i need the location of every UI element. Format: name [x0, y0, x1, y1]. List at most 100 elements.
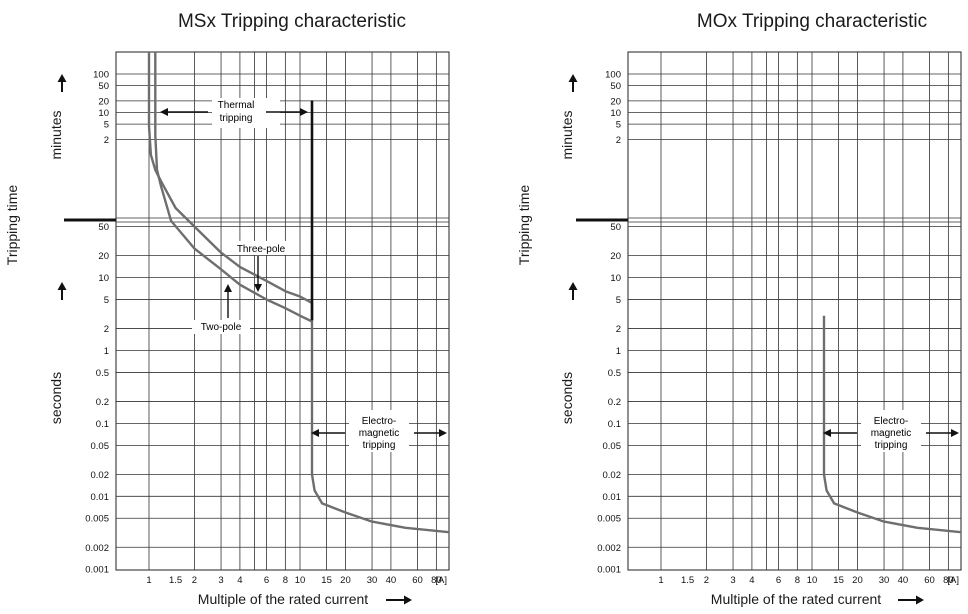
y-tick-label-minutes: 5 [104, 120, 109, 131]
x-tick-label: 1.5 [681, 575, 694, 586]
x-tick-label: 3 [218, 575, 223, 586]
y-tick-label-seconds: 50 [98, 222, 109, 233]
y-tick-label-seconds: 5 [616, 295, 621, 306]
y-tick-label-seconds: 0.02 [603, 470, 622, 481]
chart-title: MOx Tripping characteristic [697, 11, 927, 32]
annotation-two-pole-bg [192, 320, 250, 334]
electro-arrow-left-head [311, 429, 319, 437]
x-axis-arrow-head [404, 595, 412, 605]
x-tick-label: 2 [192, 575, 197, 586]
thermal-arrow-right-head [300, 108, 308, 116]
three-pole-arrow-head [254, 284, 262, 292]
y-tick-label-seconds: 50 [610, 222, 621, 233]
y-axis-label: Tripping time [4, 185, 20, 266]
annotation-electro-line3: tripping [363, 440, 396, 451]
y-tick-label-seconds: 0.02 [91, 470, 110, 481]
annotation-thermal-line1: Thermal [218, 100, 255, 111]
y-tick-label-minutes: 20 [98, 96, 109, 107]
minutes-label: minutes [48, 110, 64, 159]
annotation-electro-line3: tripping [875, 440, 908, 451]
x-tick-label: 30 [879, 575, 890, 586]
y-tick-label-seconds: 1 [104, 346, 109, 357]
y-tick-label-minutes: 10 [610, 108, 621, 119]
x-tick-label: [A] [435, 575, 447, 586]
y-tick-label-minutes: 100 [93, 70, 109, 81]
annotation-electro-line1: Electro- [874, 416, 908, 427]
y-tick-label-seconds: 0.1 [96, 419, 109, 430]
y-tick-label-seconds: 0.005 [597, 514, 621, 525]
x-tick-label: 40 [898, 575, 909, 586]
seconds-label: seconds [559, 372, 575, 424]
y-tick-label-seconds: 20 [610, 251, 621, 262]
annotation-thermal-line2: tripping [220, 113, 253, 124]
x-tick-label: 6 [264, 575, 269, 586]
y-tick-label-seconds: 1 [616, 346, 621, 357]
x-tick-label: 6 [776, 575, 781, 586]
y-tick-label-seconds: 0.1 [608, 419, 621, 430]
annotation-three-pole: Three-pole [237, 244, 286, 255]
electro-arrow-right-head [951, 429, 959, 437]
seconds-up-arrow-head [57, 282, 67, 290]
y-tick-label-minutes: 50 [610, 81, 621, 92]
y-tick-label-seconds: 0.2 [96, 397, 109, 408]
y-tick-label-seconds: 0.5 [96, 368, 109, 379]
x-tick-label: 3 [730, 575, 735, 586]
x-tick-label: 1.5 [169, 575, 182, 586]
seconds-label: seconds [48, 372, 64, 424]
series-electromagnetic-tripping [822, 315, 961, 534]
x-tick-label: 2 [704, 575, 709, 586]
x-tick-label: [A] [947, 575, 959, 586]
series-two-pole [154, 52, 313, 323]
y-tick-label-seconds: 0.005 [85, 514, 109, 525]
y-tick-label-seconds: 0.002 [85, 543, 109, 554]
x-axis-label: Multiple of the rated current [198, 591, 369, 607]
x-tick-label: 10 [807, 575, 818, 586]
annotation-electro-line2: magnetic [359, 428, 400, 439]
x-tick-label: 40 [386, 575, 397, 586]
x-axis-arrow-head [916, 595, 924, 605]
y-tick-label-minutes: 2 [616, 135, 621, 146]
x-tick-label: 15 [833, 575, 844, 586]
minutes-label: minutes [559, 110, 575, 159]
msx-chart: MSx Tripping characteristic1005020105250… [4, 11, 450, 607]
x-tick-label: 8 [795, 575, 800, 586]
y-tick-label-seconds: 0.001 [85, 565, 109, 576]
annotation-electro-line2: magnetic [871, 428, 912, 439]
y-tick-label-seconds: 0.002 [597, 543, 621, 554]
annotation-three-pole-bg [232, 241, 290, 255]
y-tick-label-seconds: 2 [616, 324, 621, 335]
seconds-up-arrow-head [568, 282, 578, 290]
y-tick-label-seconds: 0.001 [597, 565, 621, 576]
x-tick-label: 60 [412, 575, 423, 586]
plot-frame [627, 51, 962, 571]
x-tick-label: 20 [852, 575, 863, 586]
y-tick-label-minutes: 5 [616, 120, 621, 131]
electro-arrow-right-head [439, 429, 447, 437]
y-tick-label-seconds: 10 [98, 273, 109, 284]
two-pole-arrow-head [224, 284, 232, 292]
x-tick-label: 4 [749, 575, 754, 586]
chart-title: MSx Tripping characteristic [178, 11, 406, 32]
y-tick-label-minutes: 20 [610, 96, 621, 107]
y-tick-label-seconds: 10 [610, 273, 621, 284]
thermal-arrow-left-head [160, 108, 168, 116]
y-tick-label-seconds: 2 [104, 324, 109, 335]
annotation-thermal-bg [212, 98, 280, 128]
x-tick-label: 20 [340, 575, 351, 586]
annotation-two-pole: Two-pole [201, 322, 242, 333]
y-tick-label-seconds: 20 [98, 251, 109, 262]
y-tick-label-seconds: 0.2 [608, 397, 621, 408]
y-tick-label-minutes: 50 [98, 81, 109, 92]
x-tick-label: 80 [431, 575, 442, 586]
x-tick-label: 8 [283, 575, 288, 586]
x-tick-label: 1 [658, 575, 663, 586]
y-tick-label-minutes: 10 [98, 108, 109, 119]
annotation-electro-bg [861, 410, 921, 452]
electro-arrow-left-head [823, 429, 831, 437]
y-axis-label: Tripping time [516, 185, 532, 266]
x-tick-label: 30 [367, 575, 378, 586]
mox-chart: MOx Tripping characteristic1005020105250… [516, 11, 962, 607]
x-axis-label: Multiple of the rated current [711, 591, 882, 607]
